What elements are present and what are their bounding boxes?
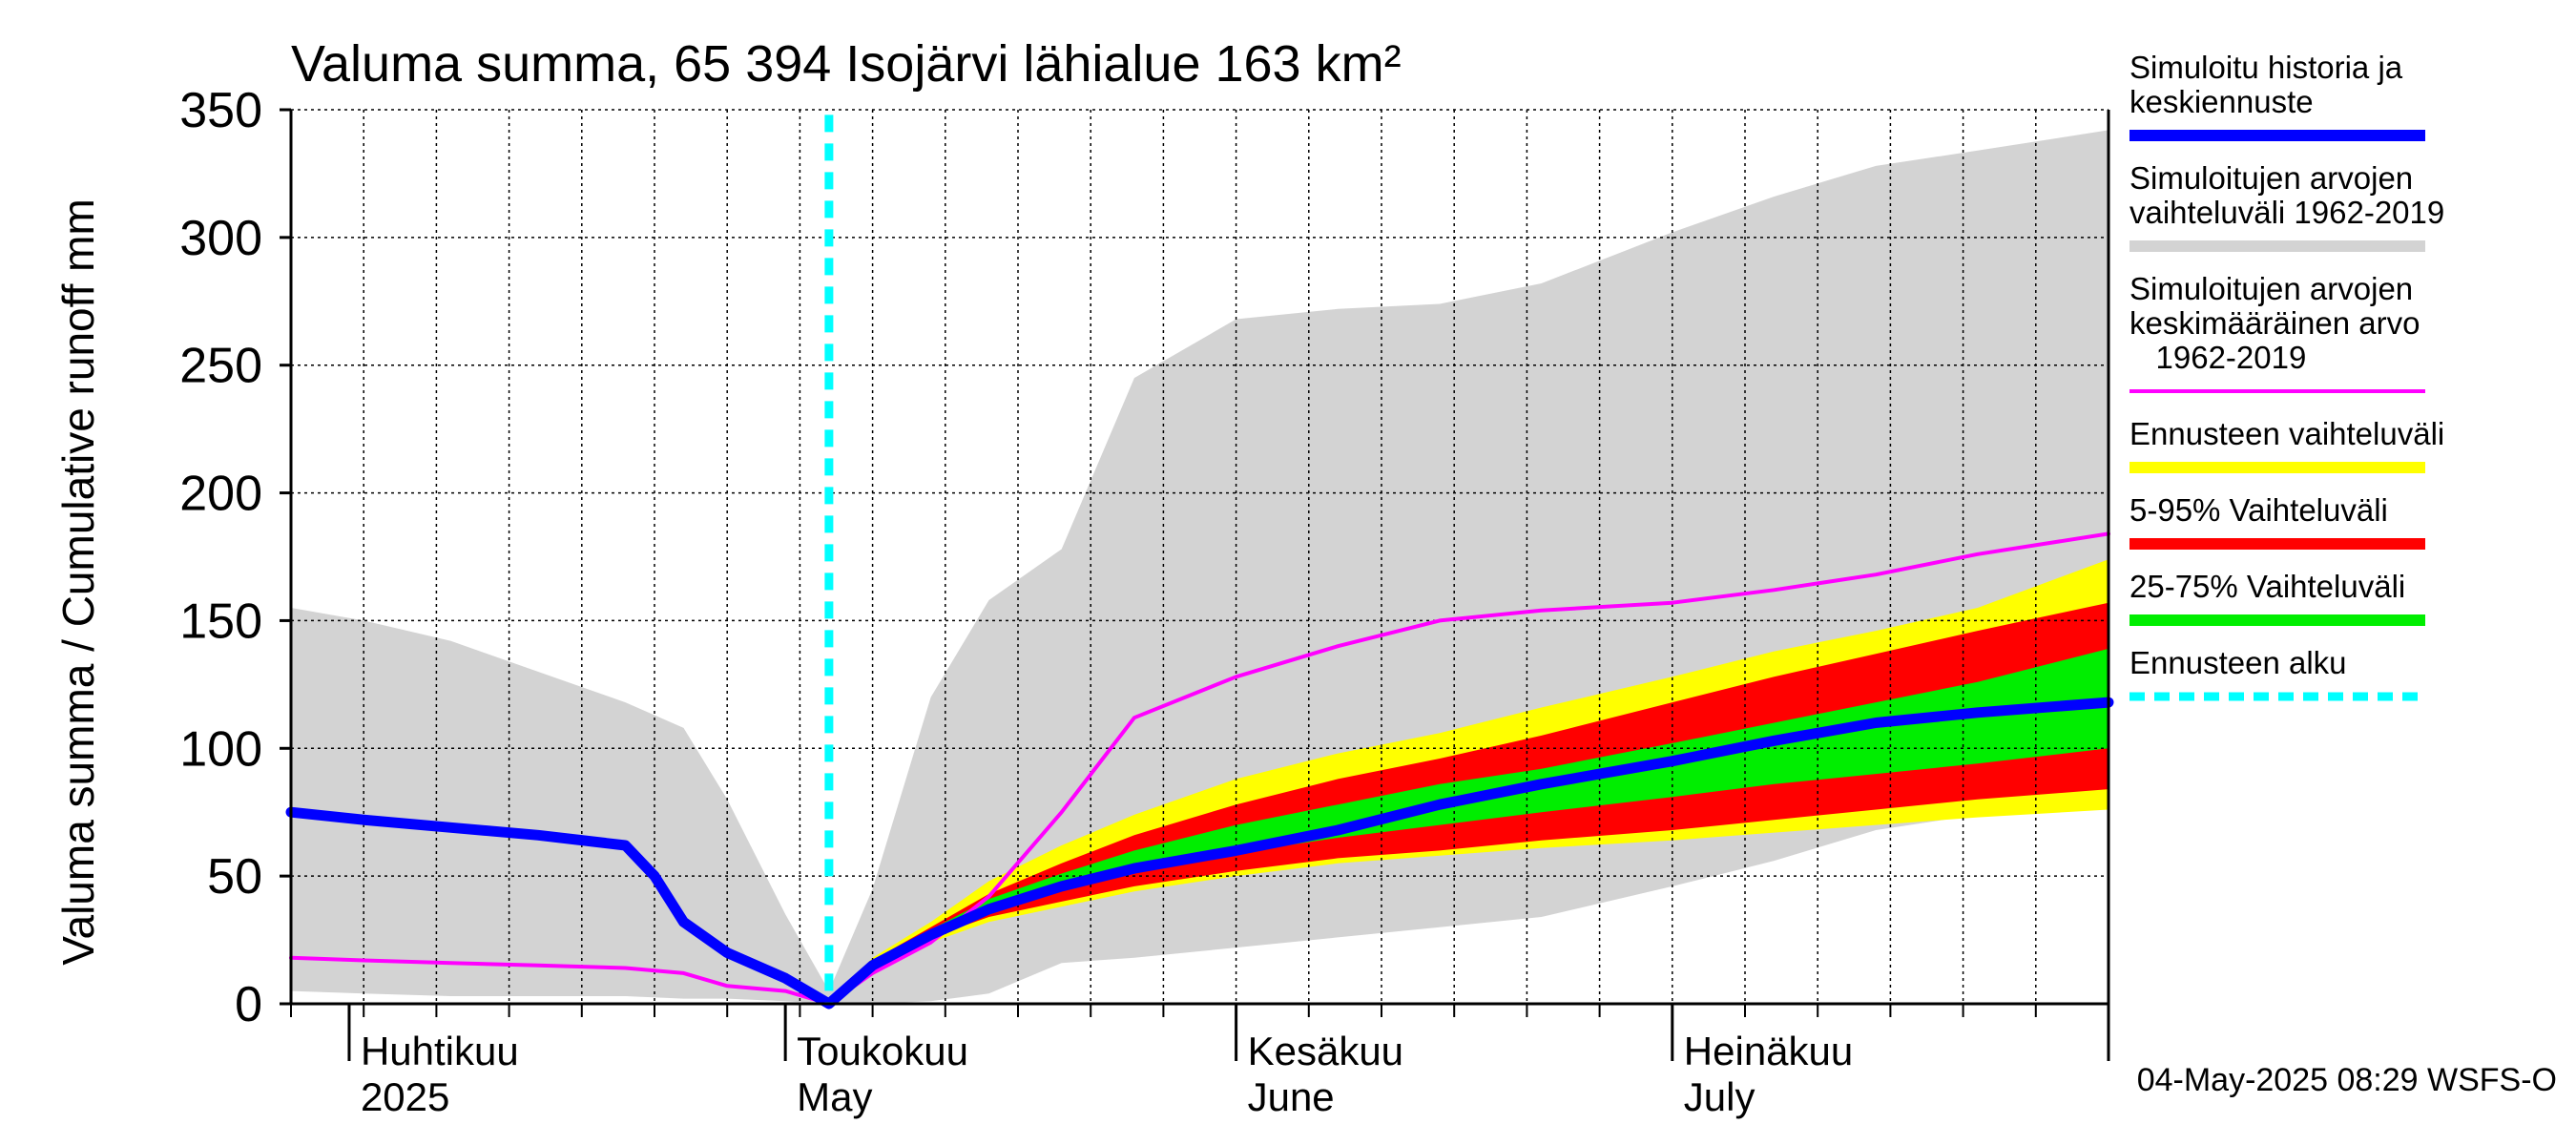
legend-label: 25-75% Vaihteluväli: [2129, 569, 2405, 604]
y-tick-label: 350: [179, 83, 262, 138]
legend-label: vaihteluväli 1962-2019: [2129, 195, 2444, 230]
y-tick-label: 300: [179, 211, 262, 266]
legend: Simuloitu historia jakeskiennusteSimuloi…: [2129, 50, 2444, 701]
y-axis-label: Valuma summa / Cumulative runoff mm: [53, 198, 103, 966]
footer-timestamp: 04-May-2025 08:29 WSFS-O: [2137, 1062, 2557, 1098]
legend-label: 1962-2019: [2129, 340, 2306, 375]
legend-label: Ennusteen vaihteluväli: [2129, 416, 2444, 451]
legend-entry: Ennusteen alku: [2129, 645, 2425, 701]
plot-area: [285, 109, 2114, 1010]
x-month-label-fi: Heinäkuu: [1684, 1029, 1853, 1073]
y-tick-label: 200: [179, 467, 262, 522]
y-tick-label: 0: [235, 977, 262, 1032]
x-month-label-fi: Kesäkuu: [1248, 1029, 1403, 1073]
x-month-label-en: May: [797, 1074, 872, 1119]
legend-entry: 25-75% Vaihteluväli: [2129, 569, 2425, 626]
x-month-label-en: July: [1684, 1074, 1755, 1119]
x-month-label-en: June: [1248, 1074, 1335, 1119]
x-month-label-fi: Huhtikuu: [361, 1029, 519, 1073]
legend-label: keskiennuste: [2129, 84, 2314, 119]
legend-label: 5-95% Vaihteluväli: [2129, 492, 2388, 528]
legend-label: keskimääräinen arvo: [2129, 305, 2420, 341]
legend-label: Simuloitu historia ja: [2129, 50, 2403, 85]
y-tick-label: 150: [179, 593, 262, 649]
x-month-label-fi: Toukokuu: [797, 1029, 968, 1073]
x-month-label-en: 2025: [361, 1074, 449, 1119]
legend-label: Ennusteen alku: [2129, 645, 2347, 680]
y-tick-label: 250: [179, 339, 262, 394]
series-line-mean-forecast: [285, 697, 2114, 1010]
legend-entry: 5-95% Vaihteluväli: [2129, 492, 2425, 550]
y-tick-label: 100: [179, 721, 262, 777]
y-tick-label: 50: [207, 849, 262, 905]
series-line-historical-mean: [289, 531, 2110, 1006]
legend-label: Simuloitujen arvojen: [2129, 271, 2413, 306]
legend-entry: Ennusteen vaihteluväli: [2129, 416, 2444, 473]
chart-title: Valuma summa, 65 394 Isojärvi lähialue 1…: [291, 35, 1402, 93]
legend-label: Simuloitujen arvojen: [2129, 160, 2413, 196]
